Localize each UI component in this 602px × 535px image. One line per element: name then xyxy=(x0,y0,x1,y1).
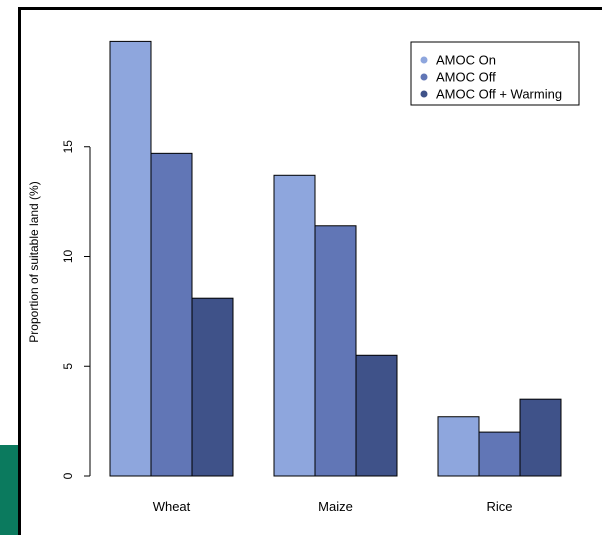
x-category-label: Maize xyxy=(318,499,353,514)
x-axis-labels: Wheat Maize Rice xyxy=(153,499,513,514)
bar-maize-amoc-on xyxy=(273,174,316,477)
bar-rice-amoc-on xyxy=(437,416,480,477)
bar-wheat-amoc-on xyxy=(109,40,152,477)
y-tick-label: 15 xyxy=(61,140,75,154)
y-axis-title: Proportion of suitable land (%) xyxy=(27,181,41,342)
legend-label: AMOC On xyxy=(436,53,496,68)
x-category-label: Wheat xyxy=(153,499,191,514)
bar-rice-amoc-off xyxy=(478,431,521,477)
y-tick-label: 0 xyxy=(61,472,75,479)
bar-rice-amoc-off-warming xyxy=(519,398,562,477)
side-accent-bar xyxy=(0,445,18,535)
legend-items: AMOC On AMOC Off AMOC Off + Warming xyxy=(420,53,562,102)
legend-label: AMOC Off + Warming xyxy=(436,87,562,102)
y-tick-label: 5 xyxy=(61,363,75,370)
legend-box xyxy=(410,41,580,106)
frame-left-border xyxy=(18,7,21,535)
legend-label: AMOC Off xyxy=(436,70,496,85)
bar-wheat-amoc-off xyxy=(150,152,193,477)
legend-marker xyxy=(420,73,428,81)
bar-maize-amoc-off-warming xyxy=(355,354,398,477)
legend-marker xyxy=(420,90,428,98)
bars-group xyxy=(109,40,562,477)
x-category-label: Rice xyxy=(486,499,512,514)
legend-marker xyxy=(420,56,428,64)
y-axis-ticks: 0 5 10 15 xyxy=(61,140,90,479)
bar-wheat-amoc-off-warming xyxy=(191,297,234,477)
bar-maize-amoc-off xyxy=(314,225,357,477)
legend: AMOC On AMOC Off AMOC Off + Warming xyxy=(410,41,580,106)
frame-top-border xyxy=(18,7,602,10)
y-tick-label: 10 xyxy=(61,250,75,264)
